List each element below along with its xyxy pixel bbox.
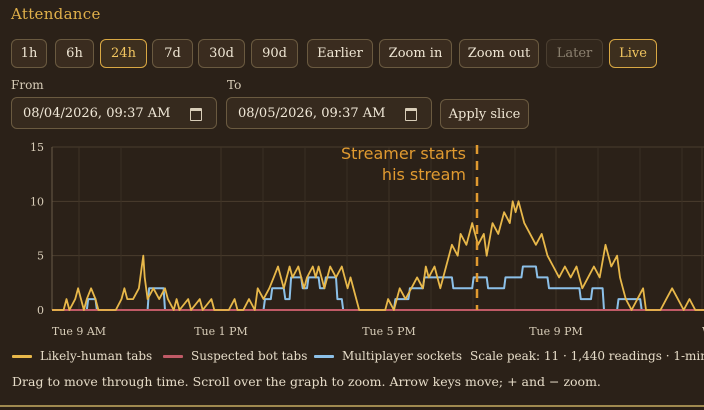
legend-label: Multiplayer sockets [342,349,463,363]
to-value: 08/05/2026, 09:37 AM [238,105,386,121]
series-line-multiplayer-sockets [52,265,704,311]
legend-item-sockets: Multiplayer sockets [314,349,462,363]
range-button-zoom-out[interactable]: Zoom out [459,39,539,68]
x-tick-label: Tue 9 PM [529,325,583,338]
x-tick-label: Tue 9 AM [52,325,106,338]
legend-item-human: Likely-human tabs [12,349,152,363]
to-datetime-input[interactable]: 08/05/2026, 09:37 AM [226,97,432,129]
range-button-30d[interactable]: 30d [198,39,245,68]
calendar-icon[interactable] [190,108,202,121]
x-tick-label: Tue 5 PM [362,325,416,338]
y-tick-label: 5 [37,250,44,263]
series-line-likely-human-tabs [52,200,704,311]
range-button-earlier[interactable]: Earlier [307,39,373,68]
range-button-later: Later [546,39,603,68]
to-label: To [227,78,242,92]
divider [0,405,704,407]
legend-swatch [163,354,183,358]
range-button-24h[interactable]: 24h [100,39,147,68]
y-tick-label: 15 [30,141,44,154]
scale-note: Scale peak: 11 · 1,440 readings · 1-minu… [470,349,704,363]
range-button-1h[interactable]: 1h [11,39,47,68]
attendance-chart[interactable]: 0 5 10 15 Tue 9 AM Tue 1 PM Tue 5 PM Tue 9 PM W S… [0,140,704,345]
annotation-text: Streamer starts [341,144,466,163]
help-text: Drag to move through time. Scroll over t… [12,374,601,389]
page-title: Attendance [11,5,101,23]
x-tick-label: Tue 1 PM [194,325,248,338]
from-datetime-input[interactable]: 08/04/2026, 09:37 AM [11,97,217,129]
legend-swatch [314,354,334,358]
y-tick-label: 10 [30,195,44,208]
legend-item-bot: Suspected bot tabs [163,349,307,363]
range-button-live[interactable]: Live [609,39,657,68]
legend-label: Likely-human tabs [40,349,153,363]
range-button-90d[interactable]: 90d [251,39,298,68]
legend-label: Suspected bot tabs [191,349,308,363]
calendar-icon[interactable] [405,108,417,121]
from-value: 08/04/2026, 09:37 AM [23,105,171,121]
apply-slice-button[interactable]: Apply slice [440,99,529,129]
y-tick-label: 0 [37,304,44,317]
range-button-7d[interactable]: 7d [152,39,193,68]
legend-swatch [12,354,32,358]
range-button-6h[interactable]: 6h [55,39,94,68]
from-label: From [11,78,44,92]
x-tick-label: W [702,325,704,338]
annotation-text: his stream [382,165,466,184]
range-button-zoom-in[interactable]: Zoom in [379,39,452,68]
